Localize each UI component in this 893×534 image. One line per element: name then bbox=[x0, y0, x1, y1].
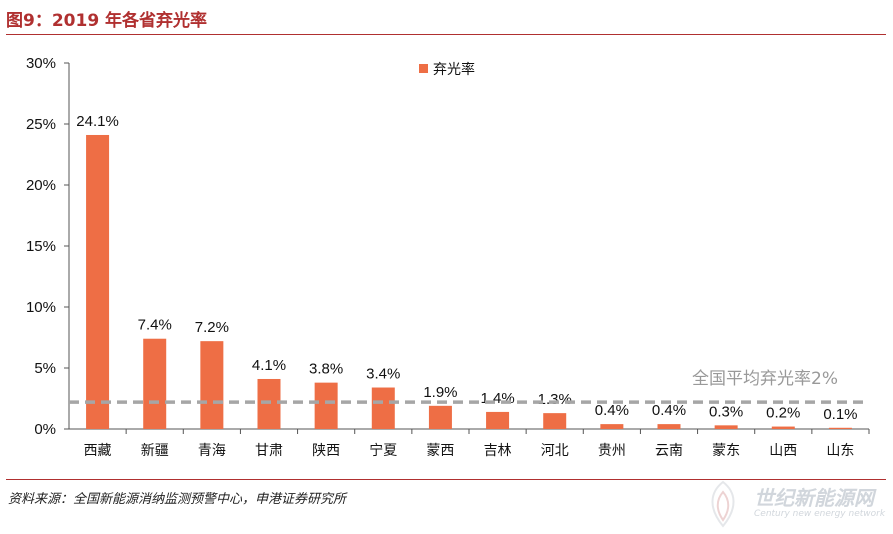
bar bbox=[486, 411, 510, 429]
y-tick-label: 20% bbox=[26, 177, 56, 194]
legend-swatch bbox=[419, 64, 428, 73]
x-category-label: 蒙东 bbox=[712, 443, 740, 459]
y-tick-label: 5% bbox=[34, 360, 56, 377]
watermark-subtext: Century new energy network bbox=[754, 509, 886, 519]
bar bbox=[200, 341, 224, 429]
y-tick-label: 10% bbox=[26, 299, 56, 316]
average-line-label: 全国平均弃光率2% bbox=[692, 369, 838, 389]
legend-label: 弃光率 bbox=[433, 61, 475, 78]
x-category-label: 山东 bbox=[826, 443, 854, 459]
watermark-logo-icon bbox=[711, 480, 735, 528]
bar bbox=[257, 378, 281, 429]
bar bbox=[428, 405, 452, 429]
data-label: 3.4% bbox=[366, 366, 400, 383]
data-label: 0.1% bbox=[823, 406, 857, 423]
y-tick-label: 0% bbox=[34, 421, 56, 438]
data-label: 0.3% bbox=[709, 403, 743, 420]
legend: 弃光率 bbox=[419, 61, 475, 78]
x-category-label: 云南 bbox=[655, 443, 683, 459]
bar bbox=[143, 338, 167, 429]
bar bbox=[771, 426, 795, 429]
x-category-label: 甘肃 bbox=[255, 443, 283, 459]
data-label: 0.4% bbox=[652, 402, 686, 419]
x-category-label: 西藏 bbox=[84, 443, 112, 459]
y-tick-label: 30% bbox=[26, 55, 56, 72]
data-label: 0.2% bbox=[766, 405, 800, 422]
footer-divider bbox=[6, 479, 886, 480]
data-label: 1.4% bbox=[480, 390, 514, 407]
x-category-label: 吉林 bbox=[484, 443, 512, 459]
bar bbox=[600, 424, 624, 429]
y-tick-label: 15% bbox=[26, 238, 56, 255]
bar bbox=[86, 134, 110, 429]
axes: 0% 5% 10% 15% 20% 25% 30% 西藏 新疆 青海 甘肃 陕西 宁夏 蒙西 吉林 河北 贵州 云… bbox=[26, 55, 870, 459]
x-category-label: 陕西 bbox=[312, 443, 340, 459]
bar bbox=[714, 425, 738, 429]
data-label: 1.9% bbox=[423, 384, 457, 401]
x-category-label: 蒙西 bbox=[426, 443, 454, 459]
data-label: 3.8% bbox=[309, 361, 343, 378]
bar bbox=[543, 413, 567, 429]
watermark: 世纪新能源网 Century new energy network bbox=[694, 476, 893, 534]
bars bbox=[86, 134, 852, 429]
x-category-label: 宁夏 bbox=[369, 442, 397, 459]
y-tick-label: 25% bbox=[26, 116, 56, 133]
x-category-label: 山西 bbox=[769, 443, 797, 459]
chart-title: 图9：2019 年各省弃光率 bbox=[6, 11, 208, 31]
x-category-label: 新疆 bbox=[141, 443, 169, 459]
reference-line: 全国平均弃光率2% bbox=[69, 369, 869, 404]
source-note: 资料来源：全国新能源消纳监测预警中心，申港证券研究所 bbox=[8, 492, 347, 507]
x-category-label: 河北 bbox=[541, 443, 569, 459]
data-label: 24.1% bbox=[76, 113, 119, 130]
bar bbox=[828, 427, 852, 429]
data-label: 7.4% bbox=[138, 317, 172, 334]
bar bbox=[657, 424, 681, 429]
x-category-label: 贵州 bbox=[598, 443, 626, 459]
x-category-label: 青海 bbox=[198, 443, 226, 459]
data-label: 0.4% bbox=[595, 402, 629, 419]
data-label: 1.3% bbox=[538, 391, 572, 408]
bar-chart: 0% 5% 10% 15% 20% 25% 30% 西藏 新疆 青海 甘肃 陕西 宁夏 蒙西 吉林 河北 贵州 云… bbox=[26, 55, 870, 459]
watermark-text: 世纪新能源网 bbox=[754, 486, 874, 510]
title-divider bbox=[6, 34, 886, 35]
bar bbox=[371, 387, 395, 429]
data-label: 4.1% bbox=[252, 357, 286, 374]
data-label: 7.2% bbox=[195, 319, 229, 336]
bar bbox=[314, 382, 338, 429]
